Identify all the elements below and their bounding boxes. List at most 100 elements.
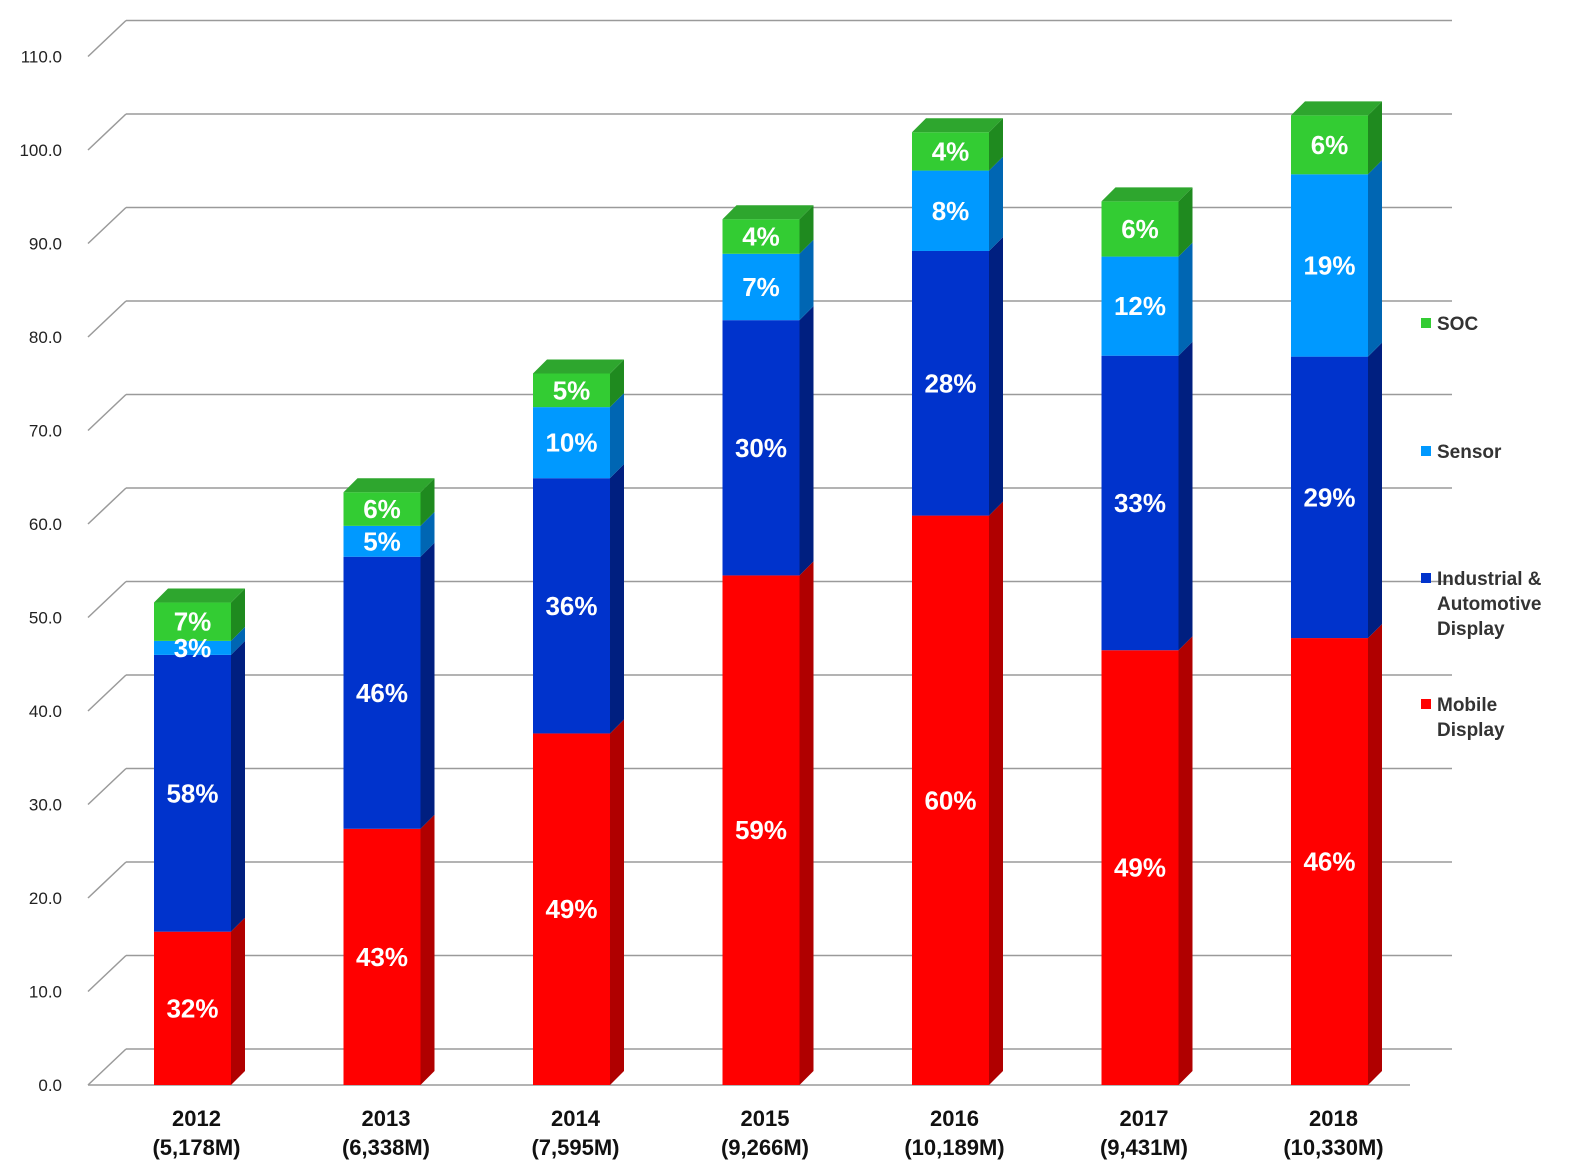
bar-segment-industrial-automotive-display [1101, 341, 1193, 651]
bar-top [1291, 101, 1382, 116]
bar-side [1178, 341, 1193, 651]
bar-front [722, 253, 800, 321]
data-label: 28% [924, 368, 976, 398]
bar-segment-mobile-display [343, 814, 435, 1085]
bar-side [610, 719, 624, 1085]
y-tick-label: 70.0 [29, 422, 62, 441]
bar-front [912, 170, 989, 251]
bar-side [989, 156, 1003, 251]
legend-swatch [1421, 699, 1431, 709]
bar-front [912, 515, 989, 1085]
data-label: 46% [1303, 847, 1355, 877]
bar-front [154, 931, 231, 1085]
bar-segment-soc [1101, 187, 1193, 257]
bar-front [912, 132, 989, 171]
gridline-diagonal [87, 487, 127, 525]
bar-side [799, 205, 814, 254]
gridline-diagonal [87, 954, 127, 993]
data-label: 6% [1311, 130, 1349, 160]
x-tick-total: (9,266M) [721, 1135, 809, 1160]
y-tick-label: 30.0 [29, 796, 62, 815]
bar-segment-mobile-display [1101, 636, 1193, 1085]
bar-side [799, 561, 814, 1085]
bar-segment-mobile-display [912, 501, 1003, 1086]
y-tick-label: 100.0 [19, 141, 62, 160]
bar-front [533, 478, 610, 734]
bar-front [343, 525, 421, 557]
bar-top [154, 588, 245, 603]
bar-segment-industrial-automotive-display [1291, 342, 1382, 639]
bar-side [231, 626, 245, 655]
bar-front [1291, 174, 1368, 357]
gridline-diagonal [87, 767, 127, 806]
data-label: 8% [932, 196, 970, 226]
gridline-diagonal [87, 674, 127, 712]
legend-label: Sensor [1437, 442, 1502, 463]
bar-front [722, 320, 800, 576]
bar-segment-sensor [1101, 242, 1193, 356]
bar-side [1368, 342, 1382, 639]
x-tick-total: (7,595M) [531, 1135, 619, 1160]
bar-segment-soc [1291, 101, 1382, 175]
data-label: 59% [735, 815, 787, 845]
gridline-diagonal [87, 300, 127, 338]
bar-front [533, 373, 610, 408]
bar-front [1291, 356, 1368, 639]
bar-side [799, 239, 814, 321]
bar-front [1101, 201, 1179, 257]
bar-front [1291, 115, 1368, 175]
bar-segment-sensor [1291, 160, 1382, 357]
data-label: 4% [742, 221, 780, 251]
bar-segment-mobile-display [533, 719, 624, 1085]
bar-top [343, 478, 435, 493]
legend-label: SOC [1437, 314, 1478, 335]
bar-segment-soc [343, 478, 435, 526]
data-label: 36% [545, 591, 597, 621]
bar-segment-soc [912, 118, 1003, 171]
bar-side [989, 118, 1003, 171]
bar-side [799, 306, 814, 576]
data-label: 43% [356, 942, 408, 972]
gridline-diagonal [87, 206, 127, 245]
data-label: 5% [553, 375, 591, 405]
bars-layer [154, 101, 1382, 1086]
bar-segment-industrial-automotive-display [912, 236, 1003, 516]
bar-side [1368, 101, 1382, 175]
data-label: 10% [545, 428, 597, 458]
bar-segment-soc [154, 588, 245, 641]
bar-front [533, 733, 610, 1085]
bar-front [343, 556, 421, 829]
legend-swatch [1421, 318, 1431, 328]
x-tick-label: 2015 [741, 1106, 790, 1131]
x-tick-total: (5,178M) [152, 1135, 240, 1160]
labels-layer: 32%58%3%7%2012(5,178M)43%46%5%6%2013(6,3… [152, 130, 1383, 1160]
bar-segment-mobile-display [1291, 624, 1382, 1085]
y-tick-label: 80.0 [29, 328, 62, 347]
bar-side [1368, 624, 1382, 1085]
gridline-diagonal [87, 580, 127, 619]
y-tick-label: 40.0 [29, 702, 62, 721]
y-tick-label: 10.0 [29, 983, 62, 1002]
bar-side [1178, 636, 1193, 1085]
bar-side [420, 814, 435, 1085]
bar-side [989, 501, 1003, 1086]
bar-segment-mobile-display [154, 917, 245, 1085]
data-label: 7% [174, 607, 212, 637]
bar-top [533, 359, 624, 374]
bar-side [420, 478, 435, 526]
bar-segment-industrial-automotive-display [533, 464, 624, 734]
bar-side [989, 236, 1003, 516]
gridline-diagonal [87, 861, 127, 899]
bar-front [1101, 650, 1179, 1085]
data-label: 32% [166, 993, 218, 1023]
bar-front [154, 640, 231, 655]
data-label: 12% [1114, 291, 1166, 321]
bar-side [1178, 187, 1193, 257]
bar-segment-sensor [533, 393, 624, 479]
bar-top [722, 205, 814, 220]
bar-segment-sensor [343, 511, 435, 557]
bar-segment-sensor [722, 239, 814, 321]
